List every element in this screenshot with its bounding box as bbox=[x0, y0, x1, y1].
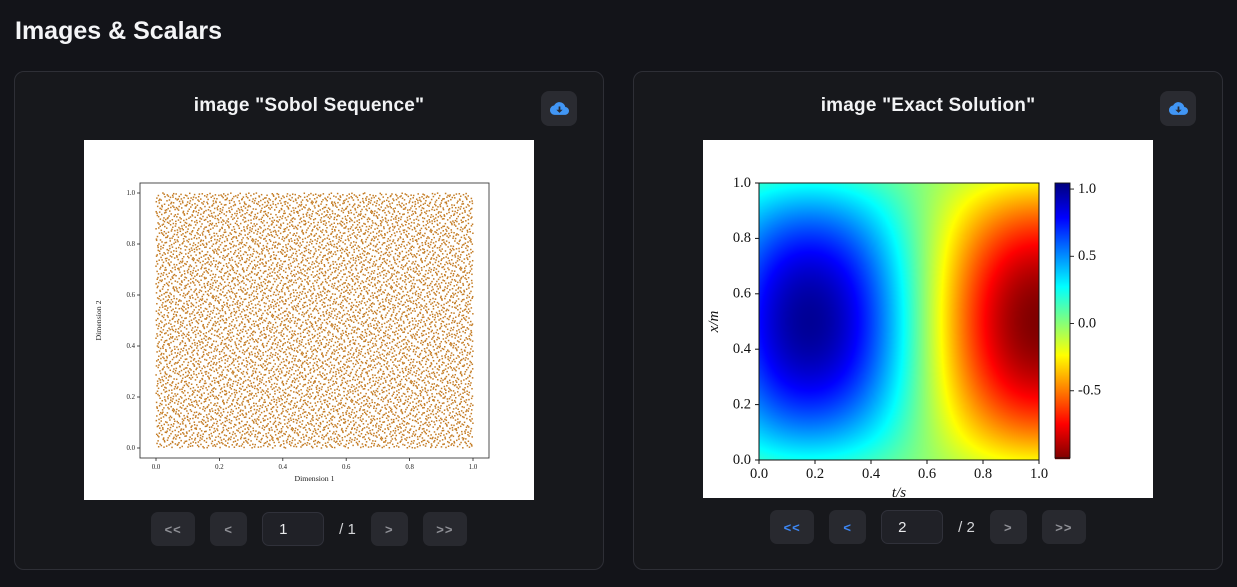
page-title: Images & Scalars bbox=[15, 17, 223, 45]
first-page-button[interactable]: << bbox=[770, 510, 815, 544]
plot-image bbox=[84, 140, 534, 500]
plot-image bbox=[703, 140, 1153, 498]
last-page-button[interactable]: >> bbox=[422, 512, 467, 546]
card-header: image "Exact Solution" bbox=[634, 72, 1222, 140]
image-card-sobol-sequence: image "Sobol Sequence" << < / 1 > >> bbox=[14, 71, 604, 570]
download-button[interactable] bbox=[1160, 91, 1196, 126]
exact-solution-plot bbox=[703, 140, 1153, 498]
sobol-sequence-plot bbox=[84, 140, 534, 500]
pagination: << < / 2 > >> bbox=[634, 510, 1222, 544]
card-title: image "Exact Solution" bbox=[820, 95, 1036, 116]
page-total: / 2 bbox=[958, 518, 975, 536]
next-page-button[interactable]: > bbox=[370, 512, 408, 546]
prev-page-button[interactable]: < bbox=[210, 512, 248, 546]
image-card-exact-solution: image "Exact Solution" << < / 2 > >> bbox=[633, 71, 1223, 570]
cloud-download-icon bbox=[1168, 102, 1188, 115]
page-input[interactable] bbox=[881, 510, 944, 544]
card-header: image "Sobol Sequence" bbox=[15, 72, 603, 140]
page-input[interactable] bbox=[262, 512, 325, 546]
first-page-button[interactable]: << bbox=[151, 512, 196, 546]
page-total: / 1 bbox=[339, 520, 356, 538]
card-title: image "Sobol Sequence" bbox=[193, 95, 425, 116]
next-page-button[interactable]: > bbox=[989, 510, 1027, 544]
pagination: << < / 1 > >> bbox=[15, 512, 603, 546]
cloud-download-icon bbox=[549, 102, 569, 115]
download-button[interactable] bbox=[541, 91, 577, 126]
last-page-button[interactable]: >> bbox=[1041, 510, 1086, 544]
prev-page-button[interactable]: < bbox=[829, 510, 867, 544]
cards-row: image "Sobol Sequence" << < / 1 > >> ima… bbox=[0, 71, 1237, 570]
